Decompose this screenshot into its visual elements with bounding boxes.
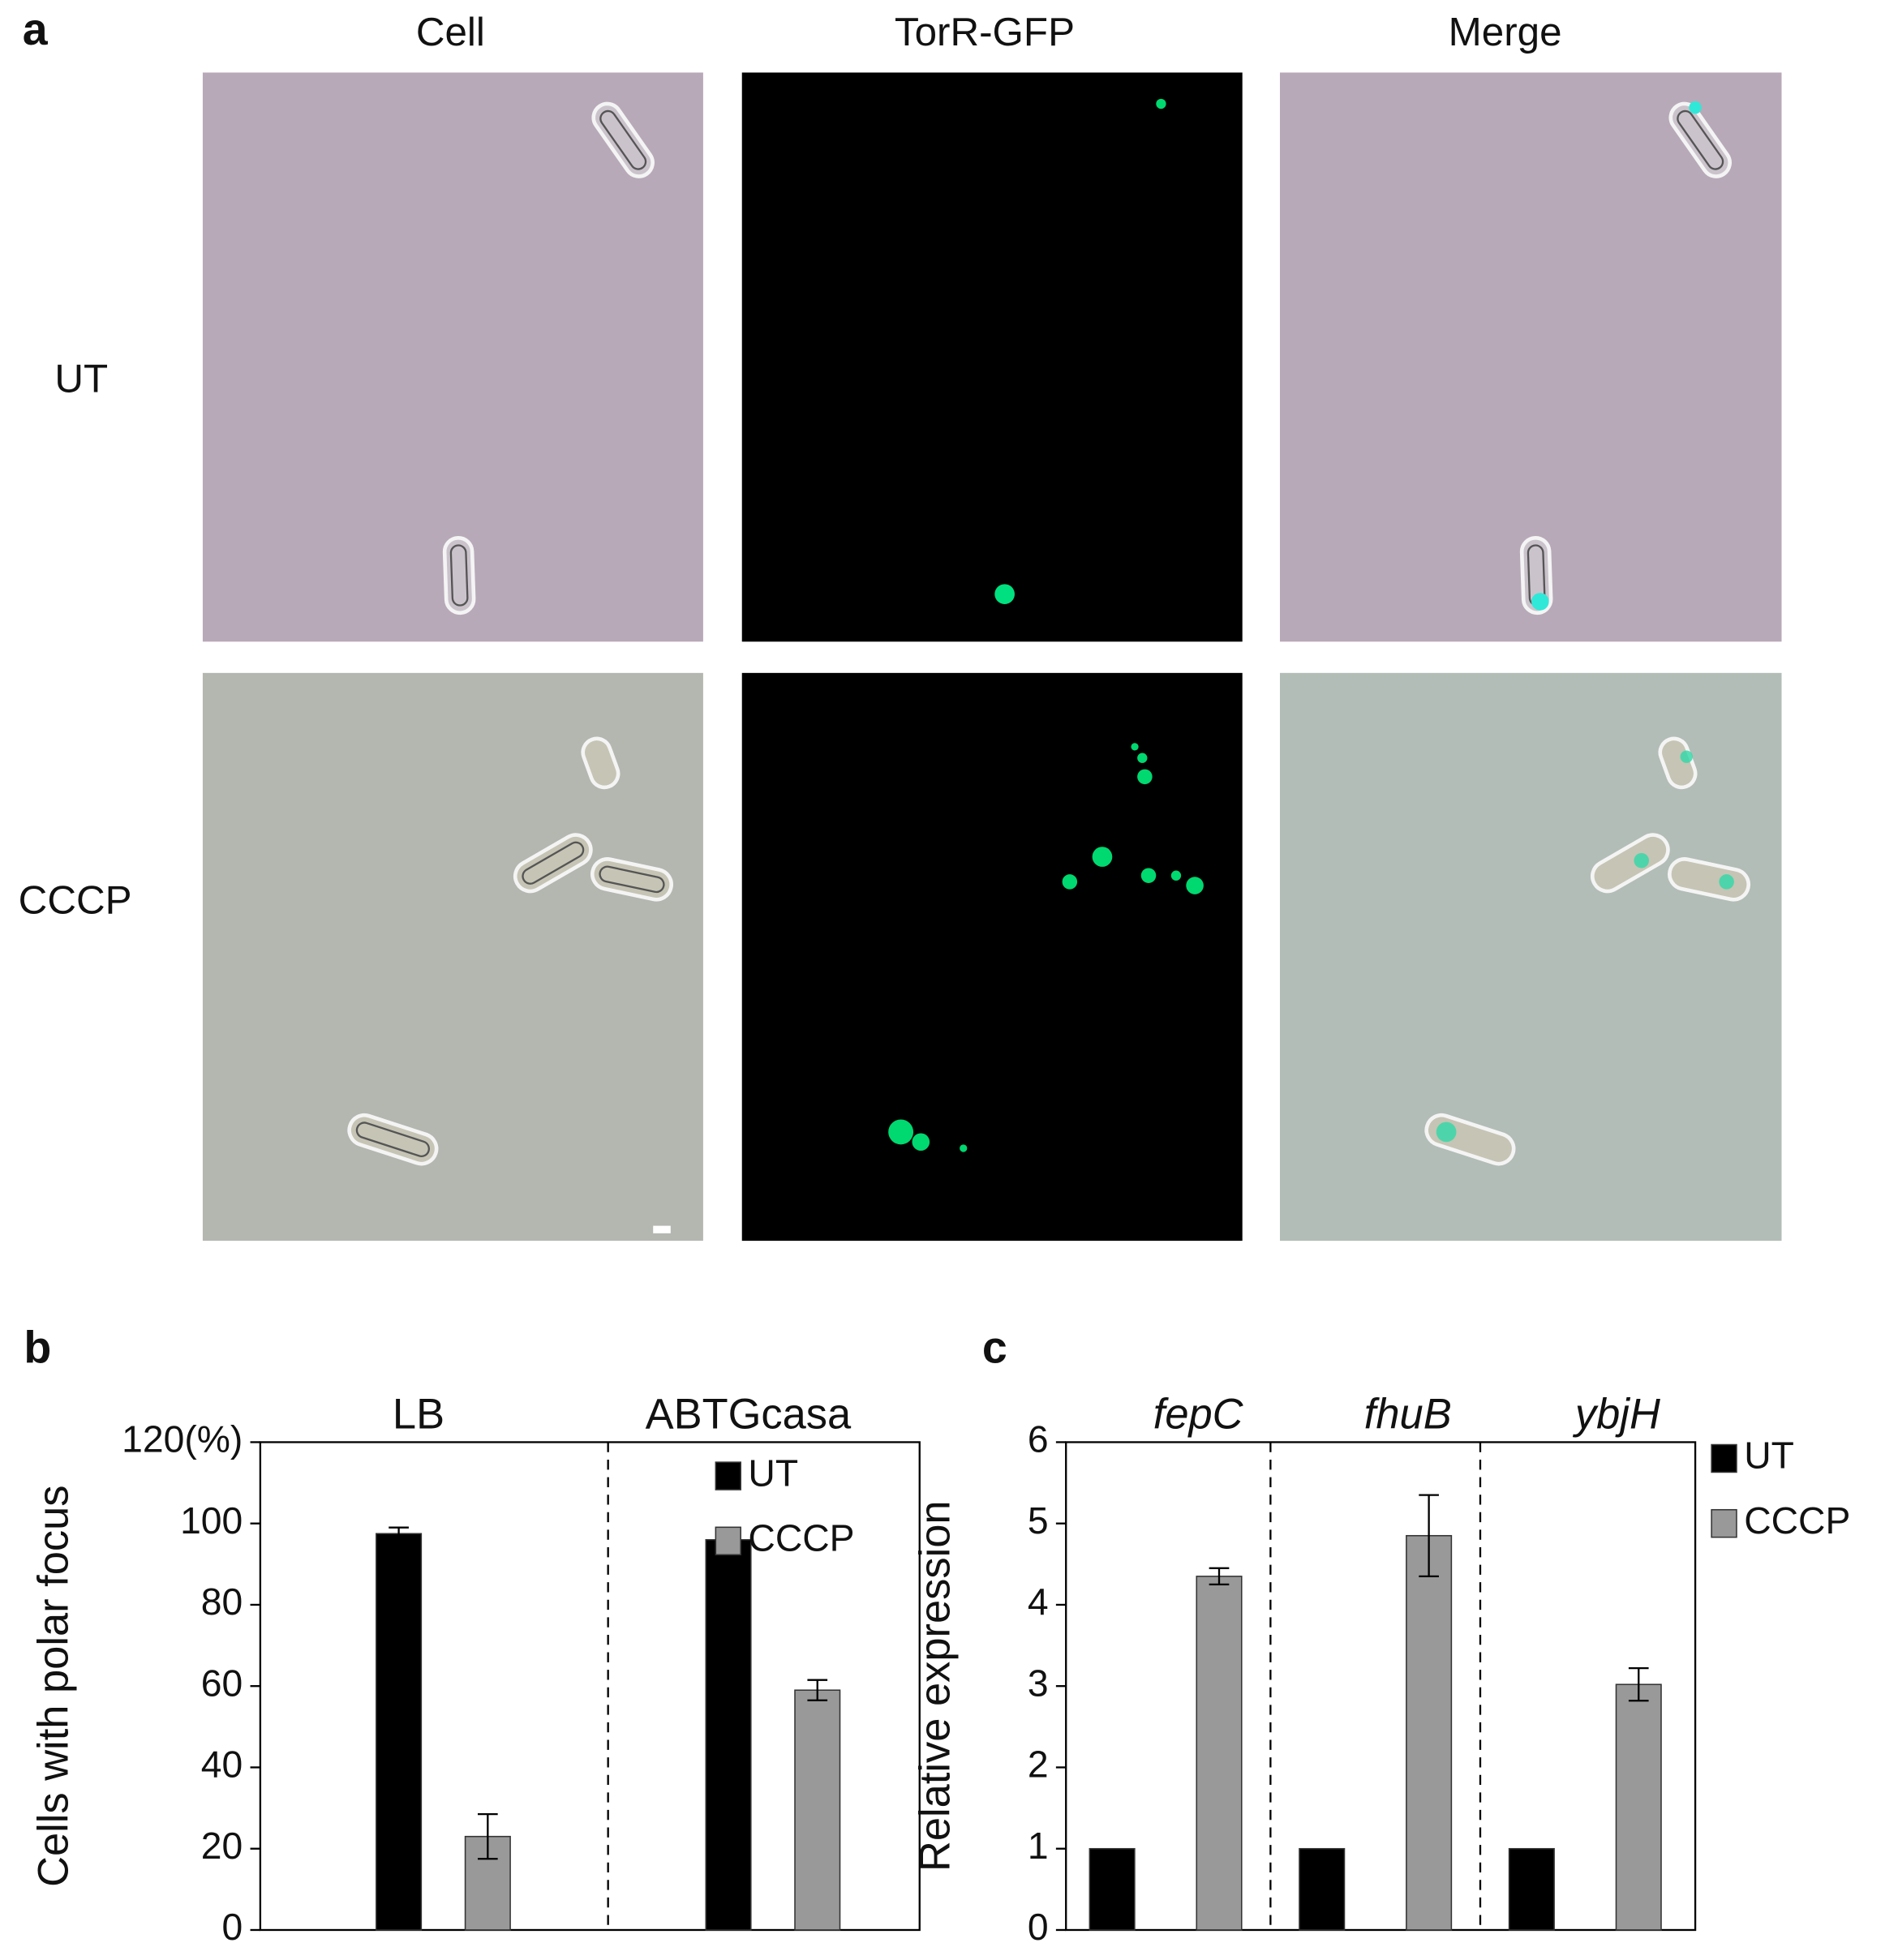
row-header: CCCP xyxy=(19,878,132,923)
category-label: LB xyxy=(393,1391,444,1438)
micrograph-ut-cell xyxy=(202,72,703,642)
category-label: fhuB xyxy=(1364,1391,1452,1438)
y-tick-label: 3 xyxy=(1028,1662,1049,1704)
category-label: fepC xyxy=(1153,1391,1244,1438)
bar xyxy=(1299,1847,1346,1931)
micrograph-ut-gfp xyxy=(741,72,1243,642)
plot-frame xyxy=(1065,1441,1697,1932)
category-label: ABTGcasa xyxy=(646,1391,852,1438)
bar xyxy=(1196,1576,1243,1931)
legend-label: CCCP xyxy=(748,1517,854,1559)
bar xyxy=(1508,1847,1555,1931)
panel-label: a xyxy=(23,4,49,54)
bar xyxy=(1615,1683,1662,1931)
category-label: ybjH xyxy=(1573,1391,1660,1438)
micrograph-cccp-gfp xyxy=(741,672,1243,1242)
y-tick-label: 1 xyxy=(1028,1825,1049,1867)
panel-label: b xyxy=(24,1323,51,1373)
y-axis-title: Cells with polar focus xyxy=(30,1485,77,1886)
bar xyxy=(376,1533,423,1931)
y-tick-label: 100 xyxy=(180,1499,243,1542)
row-header: UT xyxy=(54,356,108,401)
y-tick-label: 60 xyxy=(201,1662,243,1704)
micrograph-cccp-cell xyxy=(202,672,703,1242)
column-header: Merge xyxy=(1449,10,1562,54)
y-tick-label: 0 xyxy=(1028,1906,1049,1948)
column-header: Cell xyxy=(416,10,485,54)
legend-label: UT xyxy=(1744,1435,1794,1477)
micrograph-ut-merge xyxy=(1279,72,1782,642)
legend-swatch xyxy=(715,1461,741,1490)
bar xyxy=(1406,1534,1453,1931)
y-tick-label: 20 xyxy=(201,1825,243,1867)
legend-label: UT xyxy=(748,1452,798,1494)
legend-swatch xyxy=(715,1526,741,1556)
y-tick-label: 4 xyxy=(1028,1580,1049,1623)
bar xyxy=(794,1689,841,1931)
legend-swatch xyxy=(1711,1443,1737,1473)
micrograph-cccp-merge xyxy=(1279,672,1782,1242)
legend-label: CCCP xyxy=(1744,1499,1850,1542)
y-tick-label: 80 xyxy=(201,1580,243,1623)
y-tick-label: 5 xyxy=(1028,1499,1049,1542)
y-tick-label: 2 xyxy=(1028,1743,1049,1786)
y-tick-label: 40 xyxy=(201,1743,243,1786)
y-axis-title: Relative expression xyxy=(912,1500,960,1872)
bar xyxy=(705,1538,752,1931)
panel-label: c xyxy=(982,1323,1007,1373)
y-tick-label: 0 xyxy=(222,1906,243,1948)
legend-swatch xyxy=(1711,1508,1737,1538)
column-header: TorR-GFP xyxy=(895,10,1075,54)
plot-frame xyxy=(259,1441,921,1932)
y-tick-label: 6 xyxy=(1028,1418,1049,1460)
y-tick-label: 120(%) xyxy=(122,1418,243,1460)
bar xyxy=(1089,1847,1136,1931)
